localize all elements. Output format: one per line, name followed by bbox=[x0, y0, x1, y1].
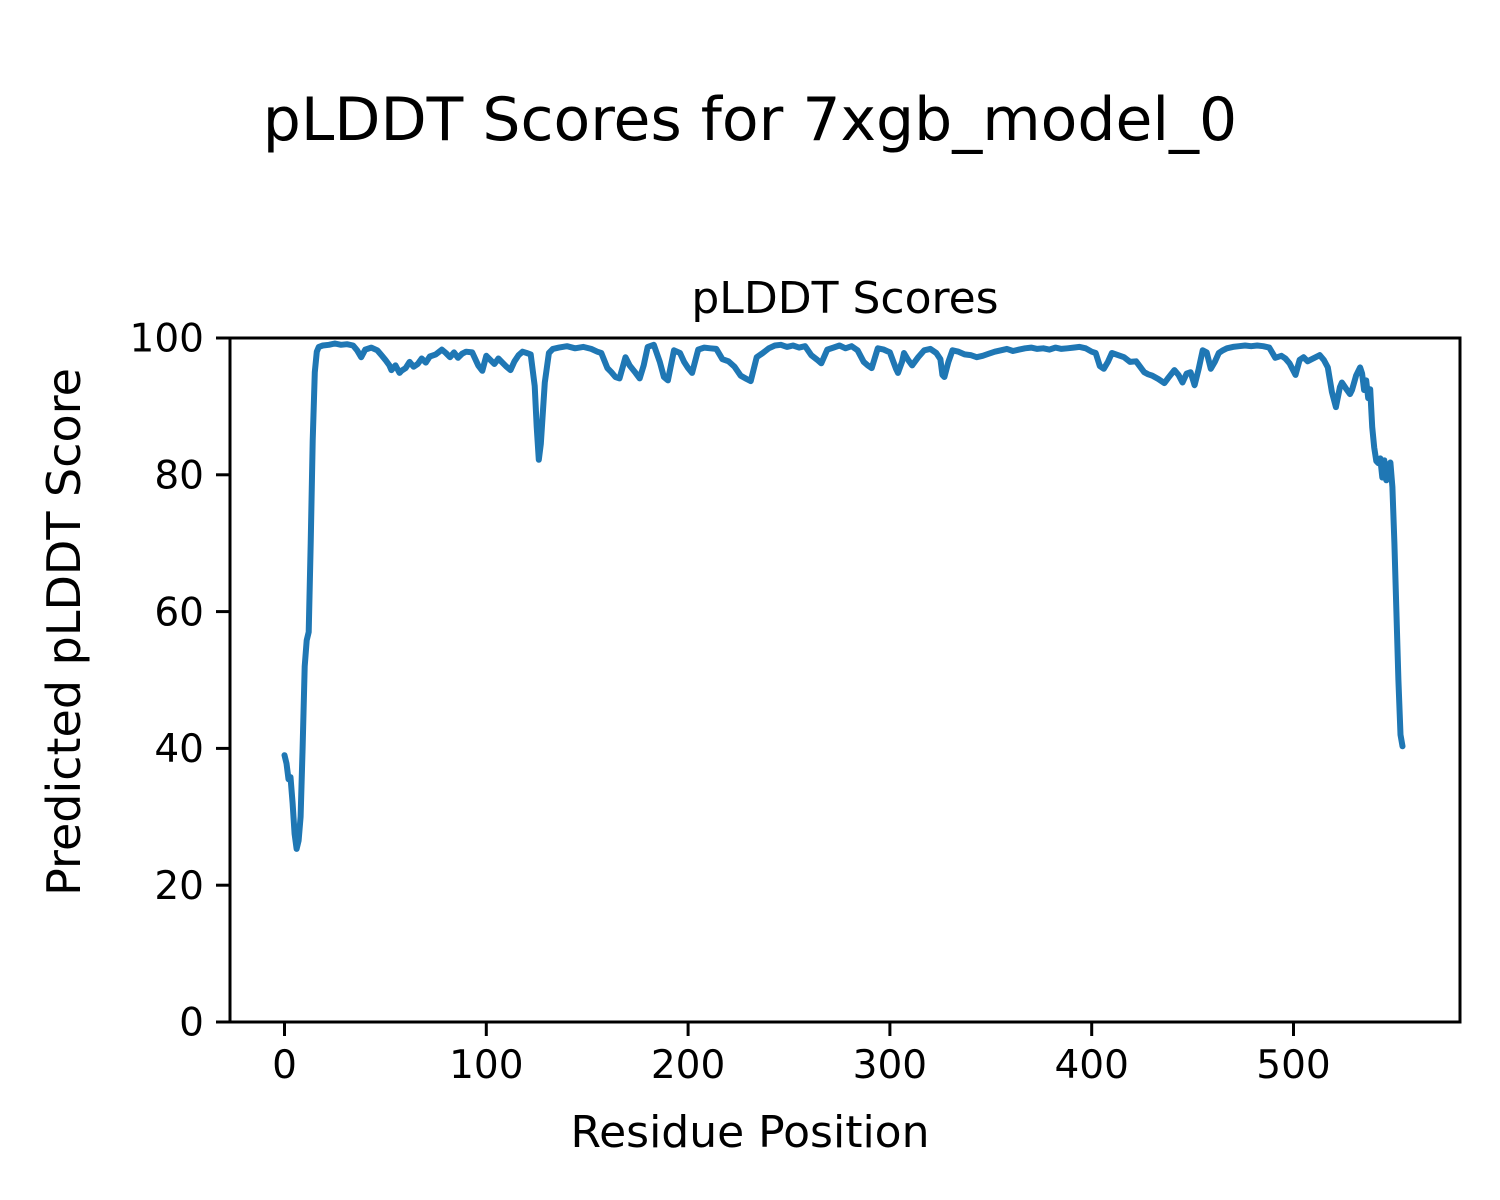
y-tick-label: 60 bbox=[154, 590, 204, 635]
axes-title: pLDDT Scores bbox=[691, 273, 998, 324]
y-tick-label: 80 bbox=[154, 453, 204, 498]
y-axis-label: Predicted pLDDT Score bbox=[37, 368, 91, 896]
axis-ticks: 0 100 200 300 400 500 0 20 40 60 80 100 bbox=[130, 317, 1331, 1088]
plddt-line bbox=[281, 340, 1406, 852]
y-tick-label: 20 bbox=[154, 864, 204, 909]
y-tick-label: 100 bbox=[130, 317, 204, 362]
x-axis-label: Residue Position bbox=[570, 1107, 929, 1158]
y-tick-label: 40 bbox=[154, 727, 204, 772]
x-tick-label: 400 bbox=[1054, 1043, 1128, 1088]
plot-area-border bbox=[228, 336, 1462, 1024]
x-tick-label: 0 bbox=[272, 1043, 297, 1088]
x-tick-label: 200 bbox=[651, 1043, 725, 1088]
x-tick-label: 100 bbox=[449, 1043, 523, 1088]
x-tick-label: 500 bbox=[1256, 1043, 1330, 1088]
y-tick-label: 0 bbox=[179, 1001, 204, 1046]
data-line-layer bbox=[281, 340, 1406, 852]
figure-suptitle: pLDDT Scores for 7xgb_model_0 bbox=[263, 85, 1237, 155]
x-tick-label: 300 bbox=[853, 1043, 927, 1088]
